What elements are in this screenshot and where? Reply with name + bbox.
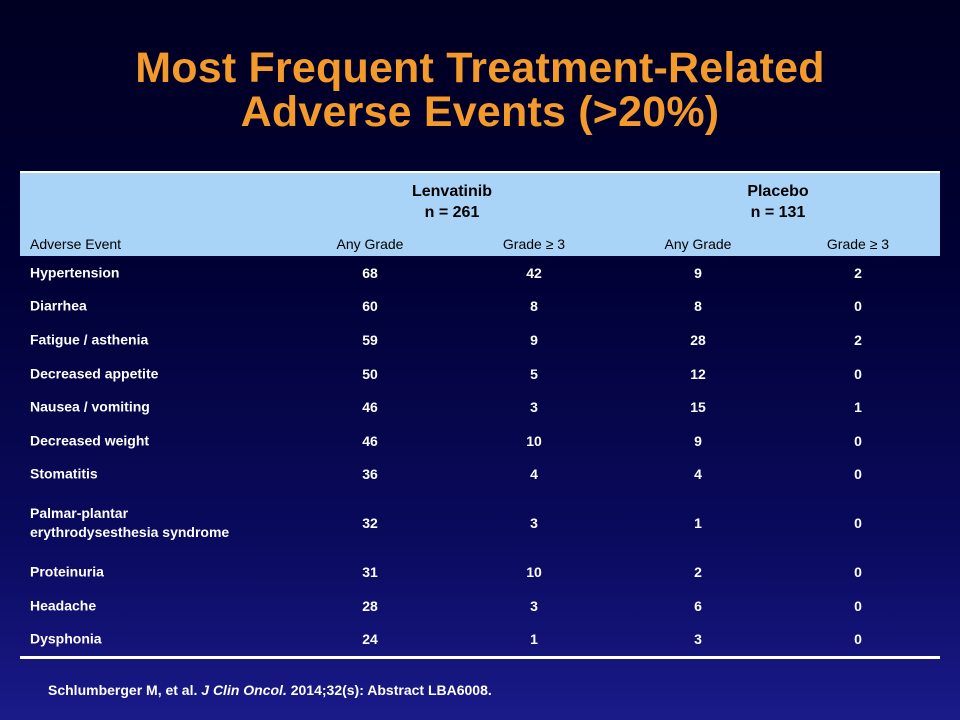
group-n: n = 131 bbox=[750, 204, 806, 221]
slide-title-line2: Adverse Events (>20%) bbox=[240, 88, 720, 136]
cell-event: Decreased appetite bbox=[30, 365, 159, 382]
cell-value: 1 bbox=[694, 515, 702, 532]
cell-value: 60 bbox=[362, 298, 378, 315]
column-header-placebo-any-grade: Any Grade bbox=[664, 236, 732, 252]
cell-value: 2 bbox=[854, 264, 862, 281]
cell-event: Diarrhea bbox=[30, 297, 87, 314]
cell-value: 2 bbox=[694, 563, 702, 580]
cell-value: 12 bbox=[690, 365, 706, 382]
cell-event-line2: erythrodysesthesia syndrome bbox=[30, 524, 230, 541]
cell-value: 59 bbox=[362, 331, 378, 348]
cell-value: 0 bbox=[854, 466, 862, 483]
cell-value: 3 bbox=[530, 597, 538, 614]
table-row: Diarrhea 60 8 8 0 bbox=[20, 290, 940, 324]
table-top-rule bbox=[20, 171, 940, 173]
cell-value: 0 bbox=[854, 563, 862, 580]
adverse-events-table: Lenvatinib n = 261 Placebo n = 131 Adver… bbox=[20, 171, 940, 659]
table-row: Proteinuria 31 10 2 0 bbox=[20, 555, 940, 589]
cell-value: 5 bbox=[530, 365, 538, 382]
cell-value: 28 bbox=[362, 597, 378, 614]
table-bottom-rule bbox=[20, 655, 940, 659]
cell-value: 9 bbox=[694, 432, 702, 449]
citation-authors: Schlumberger M, et al. bbox=[48, 682, 198, 698]
cell-value: 0 bbox=[854, 597, 862, 614]
table-row: Fatigue / asthenia 59 9 28 2 bbox=[20, 323, 940, 357]
citation-rest: 2014;32(s): Abstract LBA6008. bbox=[290, 682, 492, 698]
cell-value: 3 bbox=[694, 631, 702, 648]
group-n: n = 261 bbox=[424, 204, 480, 221]
column-header-lenvatinib-any-grade: Any Grade bbox=[336, 236, 404, 252]
table-body: Hypertension 68 42 9 2 Diarrhea 60 8 8 0… bbox=[20, 256, 940, 656]
cell-value: 32 bbox=[362, 515, 378, 532]
column-header-adverse-event: Adverse Event bbox=[30, 236, 122, 252]
cell-value: 3 bbox=[530, 515, 538, 532]
table-row: Decreased appetite 50 5 12 0 bbox=[20, 357, 940, 391]
cell-value: 4 bbox=[530, 466, 538, 483]
cell-event: Dysphonia bbox=[30, 630, 102, 647]
cell-value: 31 bbox=[362, 563, 378, 580]
cell-value: 0 bbox=[854, 298, 862, 315]
table-row: Palmar-plantar erythrodysesthesia syndro… bbox=[20, 491, 940, 555]
group-header-lenvatinib: Lenvatinib n = 261 bbox=[288, 181, 616, 223]
slide-title: Most Frequent Treatment-Related Adverse … bbox=[0, 46, 960, 134]
cell-value: 3 bbox=[530, 399, 538, 416]
group-header-placebo: Placebo n = 131 bbox=[616, 181, 940, 223]
table-header: Lenvatinib n = 261 Placebo n = 131 Adver… bbox=[20, 173, 940, 256]
cell-value: 50 bbox=[362, 365, 378, 382]
citation-journal: J Clin Oncol. bbox=[201, 682, 287, 698]
cell-value: 8 bbox=[530, 298, 538, 315]
cell-event: Decreased weight bbox=[30, 432, 150, 449]
cell-value: 9 bbox=[530, 331, 538, 348]
column-header-lenvatinib-grade3: Grade ≥ 3 bbox=[502, 236, 566, 252]
table-row: Nausea / vomiting 46 3 15 1 bbox=[20, 390, 940, 424]
table-row: Headache 28 3 6 0 bbox=[20, 589, 940, 623]
table-row: Dysphonia 24 1 3 0 bbox=[20, 622, 940, 656]
cell-value: 8 bbox=[694, 298, 702, 315]
cell-value: 68 bbox=[362, 264, 378, 281]
group-name: Placebo bbox=[747, 183, 809, 200]
group-name: Lenvatinib bbox=[411, 183, 492, 200]
cell-value: 28 bbox=[690, 331, 706, 348]
table-row: Decreased weight 46 10 9 0 bbox=[20, 424, 940, 458]
cell-value: 1 bbox=[530, 631, 538, 648]
cell-value: 0 bbox=[854, 432, 862, 449]
cell-event: Proteinuria bbox=[30, 563, 104, 580]
table-row: Stomatitis 36 4 4 0 bbox=[20, 458, 940, 492]
cell-event-line1: Palmar-plantar bbox=[30, 505, 129, 522]
cell-event: Hypertension bbox=[30, 264, 120, 281]
cell-value: 0 bbox=[854, 631, 862, 648]
cell-value: 4 bbox=[694, 466, 702, 483]
cell-value: 6 bbox=[694, 597, 702, 614]
cell-value: 36 bbox=[362, 466, 378, 483]
cell-value: 0 bbox=[854, 365, 862, 382]
cell-event: Stomatitis bbox=[30, 465, 98, 482]
cell-event: Nausea / vomiting bbox=[30, 398, 150, 415]
cell-value: 1 bbox=[854, 399, 862, 416]
cell-event: Fatigue / asthenia bbox=[30, 331, 149, 348]
slide-title-line1: Most Frequent Treatment-Related bbox=[135, 44, 825, 92]
citation: Schlumberger M, et al. J Clin Oncol. 201… bbox=[48, 682, 492, 698]
column-header-placebo-grade3: Grade ≥ 3 bbox=[826, 236, 890, 252]
cell-value: 46 bbox=[362, 399, 378, 416]
cell-value: 46 bbox=[362, 432, 378, 449]
cell-value: 10 bbox=[526, 563, 542, 580]
cell-value: 10 bbox=[526, 432, 542, 449]
cell-event: Palmar-plantar erythrodysesthesia syndro… bbox=[30, 504, 280, 542]
cell-value: 2 bbox=[854, 331, 862, 348]
table-row: Hypertension 68 42 9 2 bbox=[20, 256, 940, 290]
cell-value: 15 bbox=[690, 399, 706, 416]
cell-value: 42 bbox=[526, 264, 542, 281]
cell-value: 0 bbox=[854, 515, 862, 532]
cell-value: 9 bbox=[694, 264, 702, 281]
cell-event: Headache bbox=[30, 597, 97, 614]
cell-value: 24 bbox=[362, 631, 378, 648]
